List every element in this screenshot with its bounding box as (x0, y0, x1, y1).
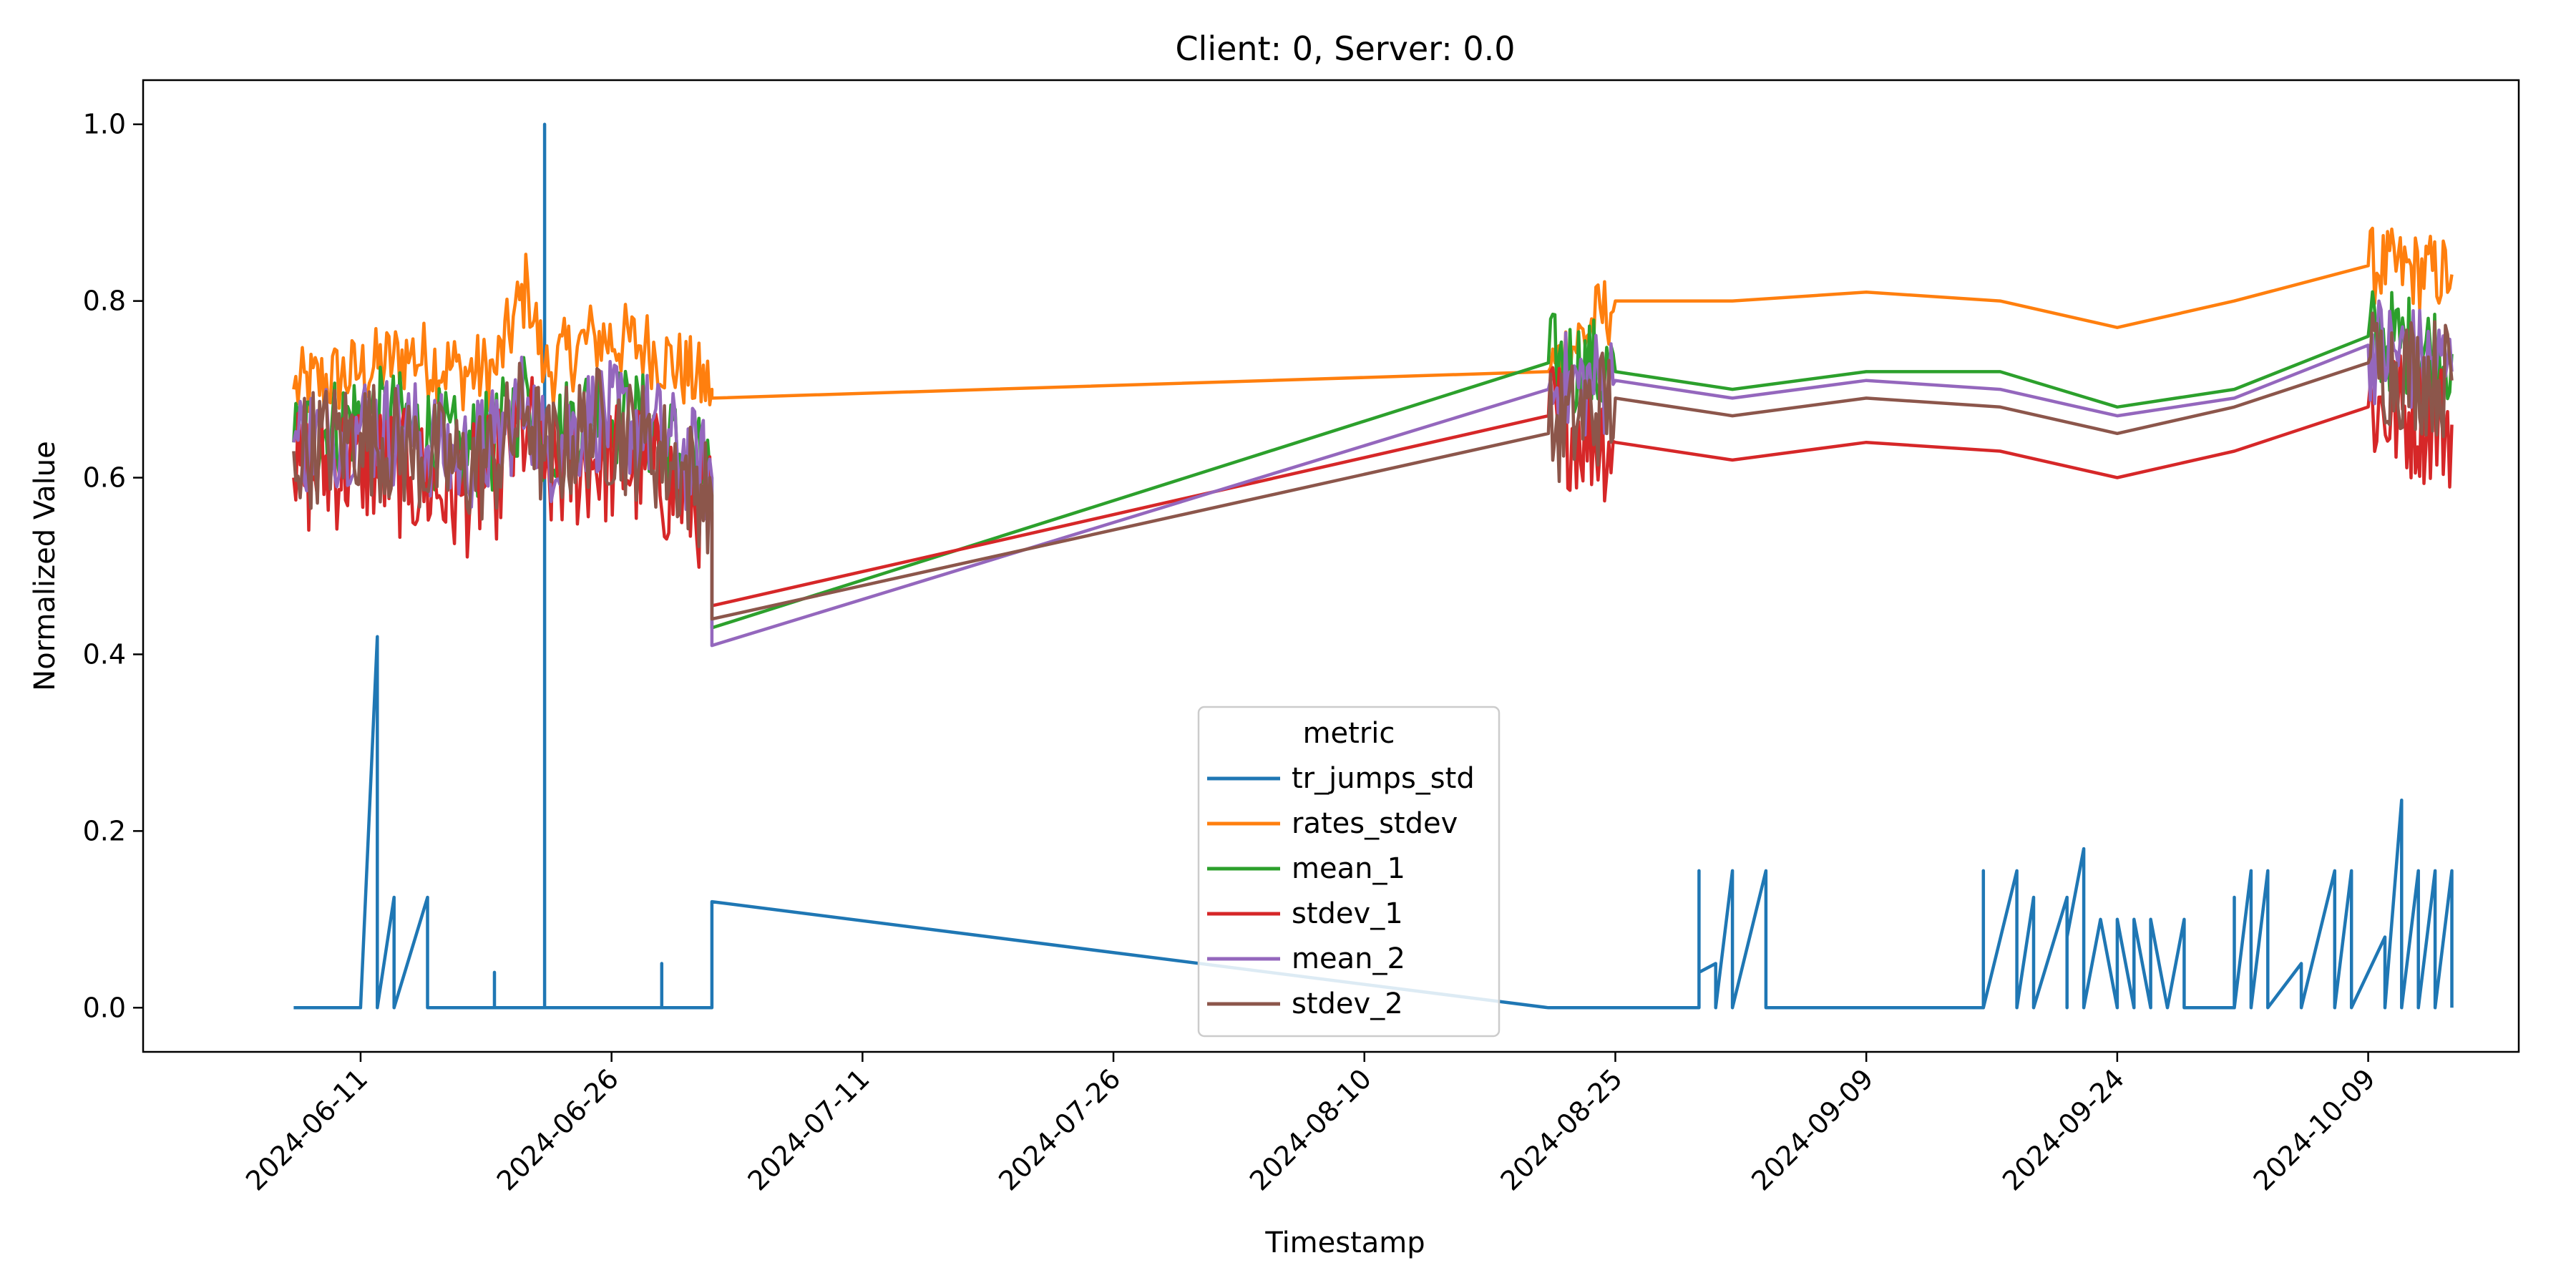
x-tick-label: 2024-08-25 (1495, 1063, 1629, 1196)
series-line-tr-jumps-std (293, 122, 2454, 1010)
legend-label-rates-stdev: rates_stdev (1292, 807, 1458, 840)
y-tick-label: 0.8 (83, 286, 126, 317)
y-tick-label: 1.0 (83, 109, 126, 140)
series-line-rates-stdev (292, 226, 2454, 414)
legend: metric tr_jumps_std rates_stdev mean_1stdev… (1197, 706, 1501, 1038)
y-tick-label: 0.2 (83, 815, 126, 847)
legend-title: metric (1303, 717, 1395, 750)
chart-title: Client: 0, Server: 0.0 (1175, 29, 1515, 68)
x-tick-label: 2024-10-09 (2248, 1063, 2381, 1196)
x-tick-label: 2024-08-10 (1244, 1063, 1377, 1196)
x-tick-label: 2024-06-26 (491, 1063, 625, 1196)
x-tick-label: 2024-07-26 (992, 1063, 1126, 1196)
legend-label-stdev-2: stdev_2 (1292, 987, 1403, 1020)
legend-label-mean-1: mean_1 (1292, 852, 1405, 885)
legend-box (1197, 706, 1501, 1038)
x-axis-label: Timestamp (1264, 1226, 1425, 1259)
legend-label-stdev-1: stdev_1 (1292, 897, 1403, 930)
y-tick-label: 0.0 (83, 992, 126, 1023)
x-tick-label: 2024-06-11 (240, 1063, 374, 1196)
x-tick-label: 2024-09-24 (1996, 1063, 2130, 1196)
series-line-mean-1 (292, 290, 2454, 630)
plot-frame (142, 79, 2520, 1053)
y-axis-label: Normalized Value (29, 441, 62, 691)
x-tick-label: 2024-07-11 (741, 1063, 875, 1196)
x-tick-label: 2024-09-09 (1745, 1063, 1879, 1196)
y-tick-label: 0.6 (83, 462, 126, 494)
legend-label-tr-jumps-std: tr_jumps_std (1292, 762, 1475, 795)
series-line-stdev-2 (292, 311, 2454, 621)
y-tick-label: 0.4 (83, 638, 126, 670)
legend-label-mean-2: mean_2 (1292, 942, 1405, 975)
